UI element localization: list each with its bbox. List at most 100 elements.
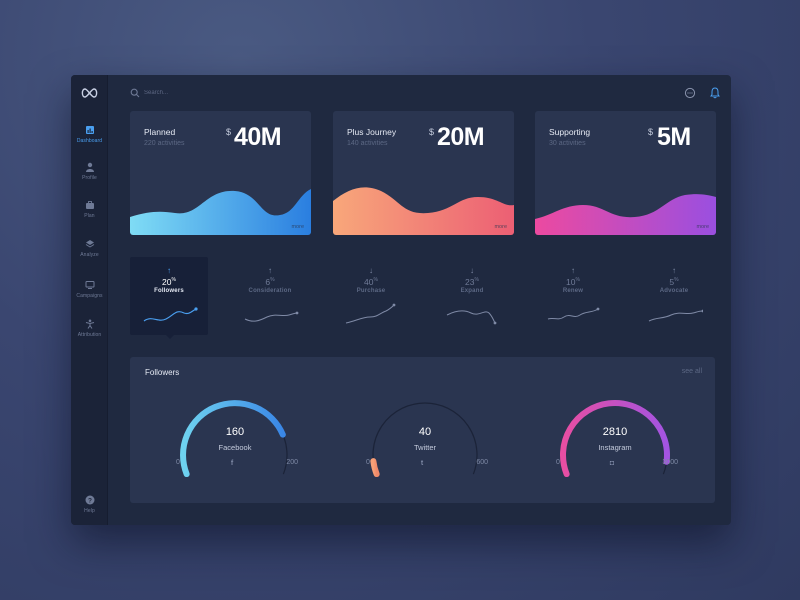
gauge-value: 2810 [602, 426, 628, 438]
instagram-icon: ◘ [609, 460, 615, 467]
sparkline [547, 307, 600, 320]
metric-label: Purchase [356, 288, 386, 294]
card-currency: $ [648, 127, 654, 137]
sidebar-item-analyze[interactable]: Analyze [71, 239, 108, 271]
gauge-arc [560, 400, 670, 477]
sparkline [244, 311, 299, 322]
card-subtitle: 220 activities [144, 140, 185, 147]
sidebar: Dashboard Profile Plan Analyze [71, 75, 108, 525]
sidebar-item-attribution[interactable]: Attribution [71, 319, 108, 351]
layers-icon [85, 240, 94, 248]
metric-value: 6% [265, 277, 275, 287]
sidebar-item-label: Plan [84, 213, 95, 219]
card-supporting: Supporting 30 activities $ 5M more [535, 111, 716, 235]
sidebar-item-label: Help [84, 508, 95, 514]
metric-value: 5% [669, 277, 679, 287]
card-subtitle: 140 activities [347, 140, 388, 147]
metric-label: Expand [460, 288, 484, 294]
metric-value: 23% [465, 277, 479, 287]
facebook-icon: f [230, 460, 234, 467]
svg-text:?: ? [88, 497, 92, 504]
gauge-fill [180, 400, 286, 477]
gauge-min: 0 [556, 459, 560, 466]
metric-expand[interactable]: ↓ 23% Expand [433, 257, 511, 335]
metric-renew[interactable]: ↑ 10% Renew [534, 257, 612, 335]
metric-followers[interactable]: ↑ 20% Followers [130, 257, 208, 339]
metric-purchase[interactable]: ↓ 40% Purchase [332, 257, 410, 335]
sidebar-item-label: Analyze [80, 252, 99, 258]
card-amount: 5M [657, 123, 691, 151]
card-amount: 20M [437, 123, 485, 151]
metric-label: Renew [562, 288, 584, 294]
sidebar-item-label: Profile [82, 175, 97, 181]
card-wave [333, 187, 514, 235]
metric-value: 10% [566, 277, 580, 287]
metric-label: Consideration [248, 288, 292, 294]
twitter-icon: t [420, 460, 424, 467]
gauge-value: 160 [225, 426, 245, 438]
sidebar-item-plan[interactable]: Plan [71, 200, 108, 232]
sidebar-item-label: Dashboard [76, 138, 103, 144]
gauge-max: 3000 [662, 459, 678, 466]
card-currency: $ [429, 127, 435, 137]
sparkline [648, 309, 703, 322]
search-icon [130, 88, 140, 98]
gauge-min: 0 [366, 459, 370, 466]
card-wave [130, 189, 311, 235]
trend-arrow-icon: ↑ [268, 266, 272, 275]
chat-icon[interactable] [684, 87, 696, 99]
gauge-name: Twitter [413, 443, 437, 452]
gauge-instagram: 2810 Instagram 0 3000 ◘ [550, 397, 680, 477]
metric-consideration[interactable]: ↑ 6% Consideration [231, 257, 309, 335]
card-more-link[interactable]: more [291, 224, 304, 230]
card-title: Planned [144, 127, 176, 137]
search-input[interactable] [144, 87, 344, 99]
card-subtitle: 30 activities [549, 140, 586, 147]
gauge-min: 0 [176, 459, 180, 466]
metric-label: Followers [154, 288, 184, 294]
dashboard-icon [85, 126, 94, 134]
card-plus-journey: Plus Journey 140 activities $ 20M more [333, 111, 514, 235]
see-all-link[interactable]: see all [681, 368, 702, 375]
trend-arrow-icon: ↓ [369, 266, 373, 275]
help-icon: ? [85, 495, 94, 505]
card-title: Supporting [549, 127, 591, 137]
person-arms-icon [85, 319, 94, 329]
gauge-arc [370, 402, 478, 477]
app-window: Dashboard Profile Plan Analyze [71, 75, 731, 525]
sparkline [446, 310, 497, 325]
metric-label: Advocate [659, 288, 689, 294]
panel-title: Followers [145, 368, 180, 377]
metric-value: 40% [364, 277, 378, 287]
trend-arrow-icon: ↑ [672, 266, 676, 275]
sparkline [143, 307, 198, 322]
metrics-row: ↑ 20% Followers ↑ 6% Consideration ↓ 40%… [130, 257, 713, 339]
card-wave [535, 194, 716, 235]
gauge-fill [560, 400, 670, 477]
card-title: Plus Journey [347, 127, 397, 137]
gauge-name: Facebook [218, 443, 252, 452]
gauge-arc [180, 400, 288, 477]
gauge-value: 40 [418, 426, 432, 438]
sidebar-item-profile[interactable]: Profile [71, 162, 108, 194]
sparkline [345, 303, 396, 324]
trend-arrow-icon: ↓ [470, 266, 474, 275]
gauge-facebook: 160 Facebook 0 200 f [170, 397, 300, 477]
bell-icon[interactable] [709, 86, 721, 99]
card-more-link[interactable]: more [494, 224, 507, 230]
gauge-max: 600 [476, 459, 488, 466]
gauge-twitter: 40 Twitter 0 600 t [360, 397, 490, 477]
gauge-max: 200 [286, 459, 298, 466]
card-currency: $ [226, 127, 232, 137]
monitor-icon [85, 281, 94, 289]
infinity-logo-icon[interactable] [80, 87, 99, 99]
sidebar-item-help[interactable]: ? Help [71, 495, 108, 525]
trend-arrow-icon: ↑ [571, 266, 575, 275]
metric-advocate[interactable]: ↑ 5% Advocate [635, 257, 713, 335]
sidebar-item-campaigns[interactable]: Campaigns [71, 280, 108, 312]
metric-value: 20% [162, 277, 176, 287]
followers-panel: Followers see all 160 Facebook 0 200 f 4… [130, 357, 715, 503]
sidebar-item-dashboard[interactable]: Dashboard [71, 125, 108, 157]
card-more-link[interactable]: more [696, 224, 709, 230]
sidebar-item-label: Campaigns [76, 293, 103, 299]
